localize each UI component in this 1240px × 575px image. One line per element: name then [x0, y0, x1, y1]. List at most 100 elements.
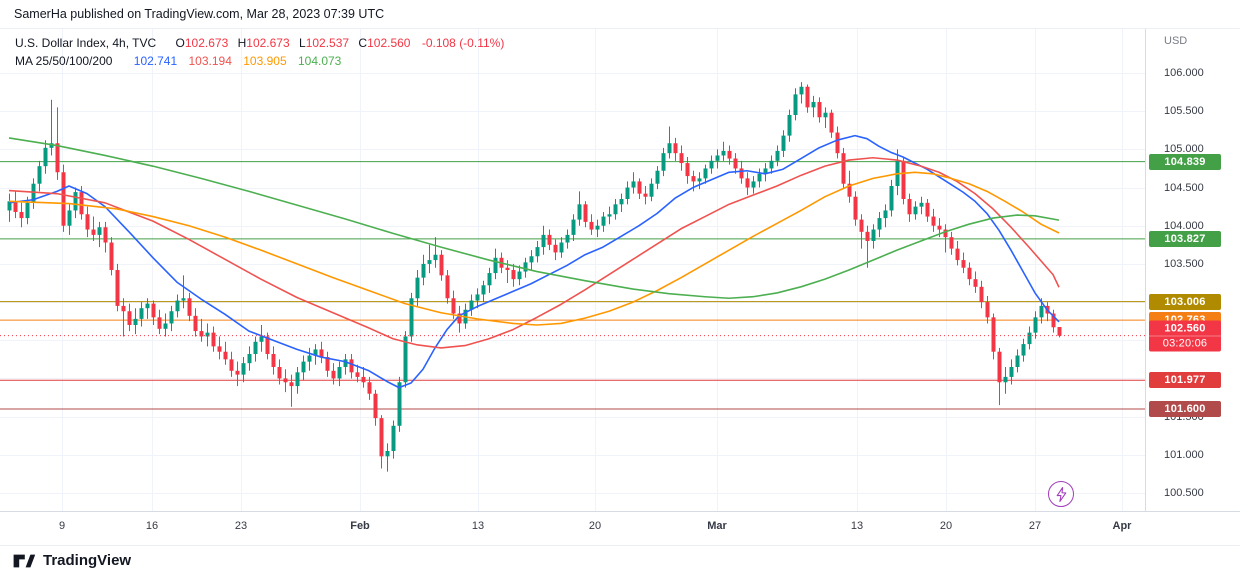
candle-body: [19, 211, 24, 219]
footer-bar: TradingView: [0, 545, 1240, 575]
candle-body: [367, 382, 372, 394]
candle-body: [241, 363, 246, 375]
candle-body: [649, 183, 654, 197]
candle-body: [547, 234, 552, 245]
symbol-legend-row[interactable]: U.S. Dollar Index, 4h, TVC O102.673 H102…: [15, 34, 504, 52]
candle-body: [949, 237, 954, 249]
high-value: 102.673: [246, 36, 290, 50]
candle-body: [655, 170, 660, 184]
x-axis-tick-label: 13: [471, 520, 485, 532]
candle-body: [397, 382, 402, 426]
candle-body: [229, 359, 234, 371]
candle-body: [595, 225, 600, 230]
price-level-badge: 103.827: [1149, 230, 1221, 247]
candle-body: [289, 382, 294, 387]
candle-body: [571, 219, 576, 235]
candle-body: [103, 227, 108, 243]
candle-body: [271, 354, 276, 367]
x-axis-tick-label: 23: [234, 520, 248, 532]
candle-body: [583, 204, 588, 222]
candle-body: [301, 361, 306, 373]
candle-body: [625, 187, 630, 199]
candle-body: [1039, 305, 1044, 318]
candle-body: [223, 351, 228, 360]
candle-body: [283, 378, 288, 383]
candle-body: [325, 357, 330, 371]
candle-body: [31, 183, 36, 203]
candle-body: [79, 192, 84, 215]
brand-text[interactable]: TradingView: [43, 552, 132, 569]
currency-label: USD: [1164, 35, 1188, 47]
candle-body: [13, 201, 18, 212]
candle-body: [43, 147, 48, 167]
attribution-bar: SamerHa published on TradingView.com, Ma…: [0, 0, 1240, 28]
candle-body: [931, 216, 936, 226]
candle-body: [793, 94, 798, 115]
candle-body: [217, 346, 222, 352]
x-axis-tick-label: 20: [939, 520, 953, 532]
candle-body: [805, 86, 810, 108]
candle-body: [469, 300, 474, 310]
price-axis[interactable]: USD 106.000 105.500 105.000 104.500 104.000 1…: [1145, 29, 1240, 511]
candle-body: [247, 354, 252, 364]
candle-body: [181, 298, 186, 301]
open-value: 102.673: [184, 36, 229, 50]
x-axis-tick-label: Feb: [350, 520, 370, 532]
lightning-icon: [1056, 486, 1066, 502]
candle-body: [787, 114, 792, 136]
candle-body: [1003, 376, 1008, 383]
candle-body: [133, 318, 138, 325]
candle-body: [91, 229, 96, 235]
candle-body: [961, 260, 966, 268]
candle-body: [379, 418, 384, 457]
high-label: H: [237, 36, 247, 50]
y-axis-tick-label: 104.500: [1164, 181, 1204, 194]
time-axis[interactable]: 9 16 23 Feb 13 20 Mar 13 20 27 Apr: [0, 511, 1240, 547]
ma-legend-row[interactable]: MA 25/50/100/200 102.741 103.194 103.905…: [15, 52, 504, 70]
x-axis-tick-label: 27: [1028, 520, 1042, 532]
candle-body: [889, 186, 894, 211]
candle-body: [919, 202, 924, 207]
ma200-value: 104.073: [297, 54, 342, 68]
low-value: 102.537: [305, 36, 350, 50]
candle-body: [739, 168, 744, 179]
candle-body: [613, 204, 618, 215]
candle-body: [1021, 344, 1026, 356]
chart-canvas[interactable]: [0, 29, 1145, 511]
y-axis-tick-label: 106.000: [1164, 67, 1204, 79]
candle-body: [835, 132, 840, 154]
candle-body: [25, 202, 30, 219]
candle-body: [799, 86, 804, 95]
candle-body: [535, 247, 540, 257]
boost-button[interactable]: [1048, 481, 1074, 507]
candle-body: [187, 298, 192, 316]
ma-title[interactable]: MA 25/50/100/200: [15, 54, 113, 68]
x-axis-tick-label: 13: [850, 520, 864, 532]
candle-body: [853, 196, 858, 220]
ma50-line: [8, 156, 1060, 349]
candle-body: [607, 214, 612, 217]
close-label: C: [358, 36, 368, 50]
candle-body: [115, 270, 120, 306]
candle-body: [1051, 313, 1056, 328]
candle-body: [811, 102, 816, 108]
open-label: O: [175, 36, 185, 50]
candle-body: [769, 160, 774, 169]
candle-body: [475, 294, 480, 301]
candle-body: [943, 229, 948, 238]
candle-body: [967, 267, 972, 280]
candle-body: [1009, 366, 1014, 377]
symbol-title[interactable]: U.S. Dollar Index, 4h, TVC: [15, 36, 157, 50]
price-level-badge: 101.600: [1149, 400, 1221, 417]
candle-body: [37, 166, 42, 184]
ma100-line: [8, 171, 1060, 326]
candle-body: [307, 355, 312, 362]
candle-body: [763, 168, 768, 174]
candle-body: [517, 271, 522, 280]
tradingview-logo-icon[interactable]: [12, 551, 36, 571]
candle-body: [691, 176, 696, 182]
y-axis-tick-label: 100.500: [1164, 486, 1204, 499]
candle-body: [61, 172, 66, 226]
candle-body: [1027, 332, 1032, 345]
current-price-badge: 102.560 03:20:06: [1149, 320, 1221, 352]
